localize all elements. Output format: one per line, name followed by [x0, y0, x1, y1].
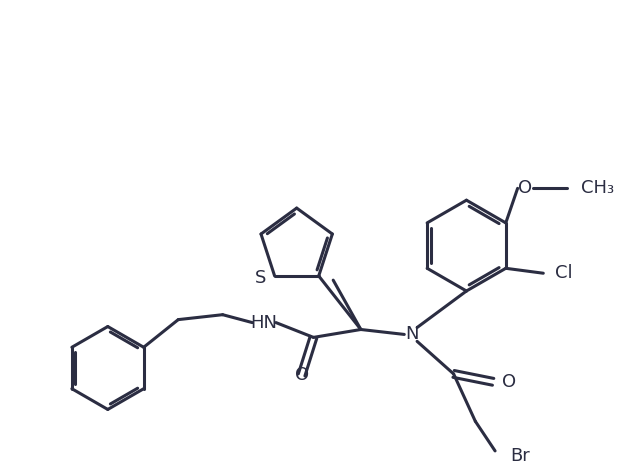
- Text: HN: HN: [251, 313, 278, 331]
- Text: CH₃: CH₃: [580, 180, 614, 197]
- Text: O: O: [294, 366, 308, 384]
- Text: S: S: [255, 269, 267, 287]
- Text: N: N: [405, 325, 419, 344]
- Text: Br: Br: [510, 447, 530, 465]
- Text: O: O: [502, 373, 516, 391]
- Text: O: O: [518, 180, 532, 197]
- Text: Cl: Cl: [555, 264, 573, 282]
